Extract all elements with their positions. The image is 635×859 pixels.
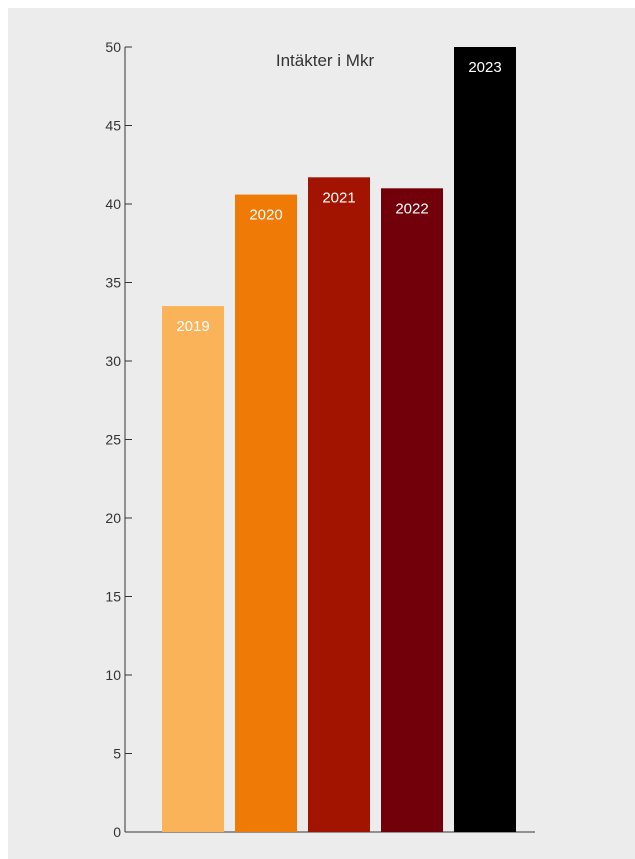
y-tick-label: 15: [105, 589, 121, 605]
bar-2023: [454, 47, 516, 832]
y-tick-label: 0: [113, 824, 121, 840]
y-tick-label: 45: [105, 118, 121, 134]
y-tick-label: 40: [105, 196, 121, 212]
y-tick-label: 25: [105, 432, 121, 448]
bar-label-2019: 2019: [176, 318, 209, 335]
y-tick-label: 10: [105, 667, 121, 683]
bar-2020: [235, 194, 297, 832]
bar-2021: [308, 177, 370, 832]
bar-2022: [381, 188, 443, 833]
chart-title: Intäkter i Mkr: [276, 51, 375, 70]
y-tick-label: 20: [105, 510, 121, 526]
bar-2019: [162, 306, 224, 832]
bar-label-2022: 2022: [395, 200, 428, 217]
bar-label-2023: 2023: [468, 59, 501, 76]
y-tick-label: 5: [113, 746, 121, 762]
y-tick-label: 50: [105, 39, 121, 55]
y-tick-label: 30: [105, 353, 121, 369]
bar-label-2020: 2020: [249, 207, 282, 224]
y-axis: 0 5 10 15 20 25 30 35 40 45 50: [105, 39, 132, 840]
bar-label-2021: 2021: [322, 189, 355, 206]
y-tick-label: 35: [105, 275, 121, 291]
bars: [162, 47, 516, 833]
bar-labels: 2019 2020 2021 2022 2023: [176, 59, 501, 335]
